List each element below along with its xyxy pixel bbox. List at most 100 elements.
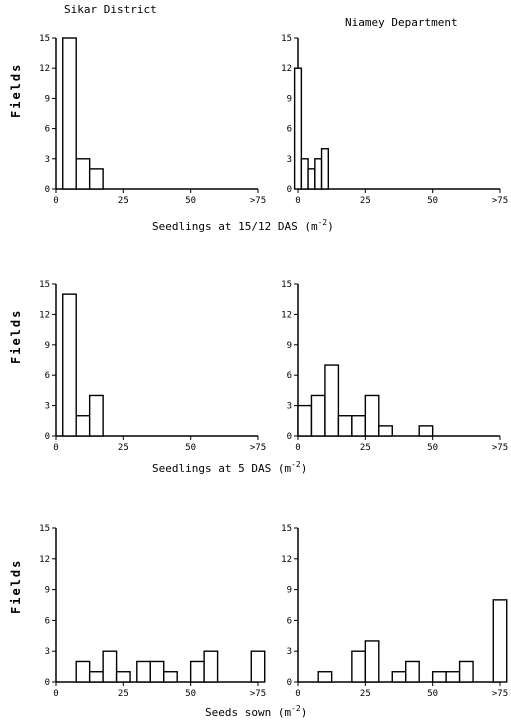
histogram-bar xyxy=(458,660,474,683)
histogram-bar xyxy=(492,599,508,683)
x-tick-label: 50 xyxy=(185,196,196,206)
x-tick-label: >75 xyxy=(250,689,266,699)
histogram-panel-1: 0 3 6 9 12 15 0 25 50 >75 xyxy=(39,34,266,206)
y-tick-label: 6 xyxy=(287,616,292,626)
y-tick-label: 3 xyxy=(287,155,292,165)
histogram-bar xyxy=(136,660,151,683)
column-title-sikar: Sikar District xyxy=(64,3,157,16)
y-tick-label: 6 xyxy=(287,125,292,135)
histogram-bar xyxy=(364,640,380,683)
histogram-bar xyxy=(297,404,313,437)
x-tick-label: 0 xyxy=(295,689,300,699)
histogram-bar xyxy=(88,671,104,683)
histogram-bar xyxy=(317,671,333,683)
histogram-bar xyxy=(293,67,303,190)
histogram-bar xyxy=(88,168,104,190)
x-tick-label: 0 xyxy=(295,196,300,206)
histogram-bar xyxy=(364,394,380,437)
histogram-bar xyxy=(320,148,330,190)
y-tick-label: 3 xyxy=(45,402,50,412)
x-tick-label: 25 xyxy=(360,689,371,699)
y-tick-label: 12 xyxy=(281,64,292,74)
histogram-bar xyxy=(337,415,353,437)
y-tick-label: 12 xyxy=(39,555,50,565)
y-tick-label: 9 xyxy=(287,586,292,596)
x-tick-label: 0 xyxy=(295,443,300,453)
y-tick-label: 12 xyxy=(281,555,292,565)
y-tick-label: 6 xyxy=(287,371,292,381)
y-tick-label: 0 xyxy=(45,678,50,688)
histogram-panel-5: 0 3 6 9 12 15 0 25 50 >75 xyxy=(39,524,266,699)
y-tick-label: 15 xyxy=(39,34,50,44)
y-tick-label: 0 xyxy=(287,185,292,195)
x-tick-label: >75 xyxy=(492,196,508,206)
x-tick-label: 50 xyxy=(427,689,438,699)
y-axis-label-row3: Fields xyxy=(9,559,23,614)
y-axis-label-row1: Fields xyxy=(9,63,23,118)
histogram-bar xyxy=(418,425,434,437)
y-axis-label-row2: Fields xyxy=(9,309,23,364)
histogram-bar xyxy=(163,671,178,683)
histogram-bar xyxy=(115,671,131,683)
x-tick-label: >75 xyxy=(492,443,508,453)
x-tick-label: >75 xyxy=(250,443,266,453)
y-tick-label: 15 xyxy=(39,524,50,534)
x-tick-label: >75 xyxy=(250,196,266,206)
histogram-panel-3: 0 3 6 9 12 15 0 25 50 >75 xyxy=(39,280,266,453)
y-tick-label: 9 xyxy=(287,341,292,351)
column-title-niamey: Niamey Department xyxy=(345,16,458,29)
x-tick-label: 50 xyxy=(427,443,438,453)
histogram-bar xyxy=(88,394,104,437)
histogram-bar xyxy=(351,650,367,683)
x-tick-label: 25 xyxy=(360,196,371,206)
y-tick-label: 0 xyxy=(287,678,292,688)
row-caption-3: Seeds sown (m-2) xyxy=(205,704,307,719)
histogram-bar xyxy=(314,158,323,190)
y-tick-label: 12 xyxy=(281,310,292,320)
x-tick-label: 0 xyxy=(53,689,58,699)
x-tick-label: 25 xyxy=(118,196,129,206)
y-tick-label: 9 xyxy=(45,94,50,104)
y-tick-label: 0 xyxy=(45,432,50,442)
histogram-bar xyxy=(324,364,340,437)
histogram-panel-2: 0 3 6 9 12 15 0 25 50 >75 xyxy=(281,34,508,206)
histogram-bar xyxy=(431,671,447,683)
y-tick-label: 0 xyxy=(45,185,50,195)
histogram-bar xyxy=(405,660,420,683)
y-tick-label: 6 xyxy=(45,616,50,626)
histogram-bar xyxy=(307,168,316,190)
histogram-bar xyxy=(310,394,326,437)
x-tick-label: 25 xyxy=(118,443,129,453)
y-tick-label: 9 xyxy=(45,586,50,596)
y-tick-label: 6 xyxy=(45,125,50,135)
y-tick-label: 3 xyxy=(45,647,50,657)
histogram-bar xyxy=(445,671,461,683)
x-tick-label: >75 xyxy=(492,689,508,699)
y-tick-label: 12 xyxy=(39,310,50,320)
histogram-bar xyxy=(391,671,407,683)
histogram-bar xyxy=(203,650,219,683)
histogram-bar xyxy=(75,158,91,190)
histogram-bar xyxy=(149,660,165,683)
histogram-bar xyxy=(75,415,91,437)
y-tick-label: 15 xyxy=(281,280,292,290)
histogram-bar xyxy=(75,660,91,683)
histogram-bar xyxy=(300,158,309,190)
y-tick-label: 3 xyxy=(287,647,292,657)
x-tick-label: 25 xyxy=(360,443,371,453)
x-tick-label: 50 xyxy=(427,196,438,206)
x-tick-label: 50 xyxy=(185,443,196,453)
x-tick-label: 25 xyxy=(118,689,129,699)
histogram-bar xyxy=(351,415,367,437)
y-tick-label: 0 xyxy=(287,432,292,442)
histogram-bar xyxy=(62,37,77,190)
histogram-bar xyxy=(62,293,77,437)
x-tick-label: 50 xyxy=(185,689,196,699)
y-tick-label: 15 xyxy=(281,524,292,534)
y-tick-label: 6 xyxy=(45,371,50,381)
histogram-bar xyxy=(250,650,266,683)
y-tick-label: 15 xyxy=(281,34,292,44)
histogram-panel-4: 0 3 6 9 12 15 0 25 50 >75 xyxy=(281,280,508,453)
row-caption-2: Seedlings at 5 DAS (m-2) xyxy=(152,460,307,475)
